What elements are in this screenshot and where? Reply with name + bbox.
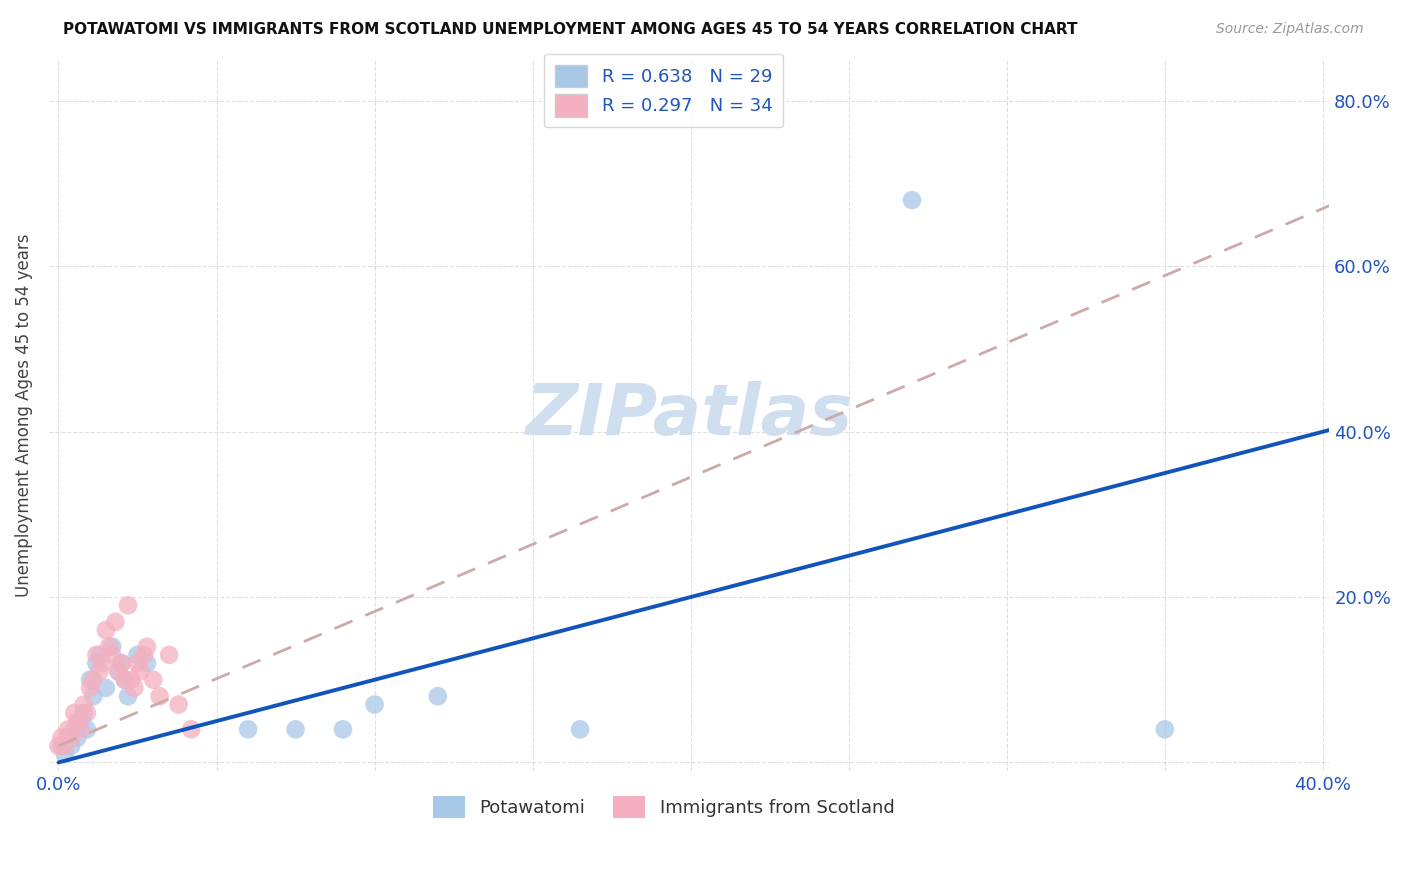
Point — [63, 723, 86, 737]
Point — [363, 698, 385, 712]
Point — [114, 673, 136, 687]
Point — [111, 656, 134, 670]
Point — [56, 723, 79, 737]
Point — [66, 731, 89, 745]
Point — [332, 723, 354, 737]
Point — [101, 648, 124, 662]
Point — [107, 665, 129, 679]
Point — [569, 723, 592, 737]
Point — [73, 706, 96, 720]
Point — [94, 681, 117, 695]
Point — [94, 623, 117, 637]
Point — [69, 714, 91, 728]
Text: Source: ZipAtlas.com: Source: ZipAtlas.com — [1216, 22, 1364, 37]
Point — [51, 731, 73, 745]
Point — [104, 615, 127, 629]
Point — [76, 723, 98, 737]
Point — [60, 731, 83, 745]
Point — [48, 739, 70, 753]
Point — [91, 656, 114, 670]
Point — [236, 723, 259, 737]
Point — [89, 665, 111, 679]
Point — [79, 681, 101, 695]
Point — [53, 739, 76, 753]
Point — [66, 714, 89, 728]
Point — [132, 648, 155, 662]
Point — [82, 690, 104, 704]
Point — [149, 690, 172, 704]
Point — [79, 673, 101, 687]
Point — [136, 656, 159, 670]
Point — [53, 747, 76, 761]
Point — [117, 690, 139, 704]
Point — [284, 723, 307, 737]
Point — [56, 731, 79, 745]
Point — [117, 599, 139, 613]
Text: ZIPatlas: ZIPatlas — [526, 381, 853, 450]
Point — [111, 656, 134, 670]
Point — [180, 723, 202, 737]
Point — [114, 673, 136, 687]
Text: POTAWATOMI VS IMMIGRANTS FROM SCOTLAND UNEMPLOYMENT AMONG AGES 45 TO 54 YEARS CO: POTAWATOMI VS IMMIGRANTS FROM SCOTLAND U… — [63, 22, 1078, 37]
Point — [107, 665, 129, 679]
Point — [101, 640, 124, 654]
Point — [86, 656, 108, 670]
Point — [127, 656, 149, 670]
Point — [124, 681, 146, 695]
Point — [76, 706, 98, 720]
Point — [129, 665, 152, 679]
Point — [157, 648, 180, 662]
Legend: Potawatomi, Immigrants from Scotland: Potawatomi, Immigrants from Scotland — [426, 789, 901, 826]
Point — [167, 698, 190, 712]
Point — [901, 193, 924, 207]
Point — [127, 648, 149, 662]
Point — [51, 739, 73, 753]
Point — [1154, 723, 1177, 737]
Point — [86, 648, 108, 662]
Point — [120, 673, 142, 687]
Point — [73, 698, 96, 712]
Point — [69, 723, 91, 737]
Point — [426, 690, 449, 704]
Point — [60, 739, 83, 753]
Point — [98, 640, 121, 654]
Point — [63, 706, 86, 720]
Y-axis label: Unemployment Among Ages 45 to 54 years: Unemployment Among Ages 45 to 54 years — [15, 234, 32, 597]
Point — [82, 673, 104, 687]
Point — [142, 673, 165, 687]
Point — [136, 640, 159, 654]
Point — [89, 648, 111, 662]
